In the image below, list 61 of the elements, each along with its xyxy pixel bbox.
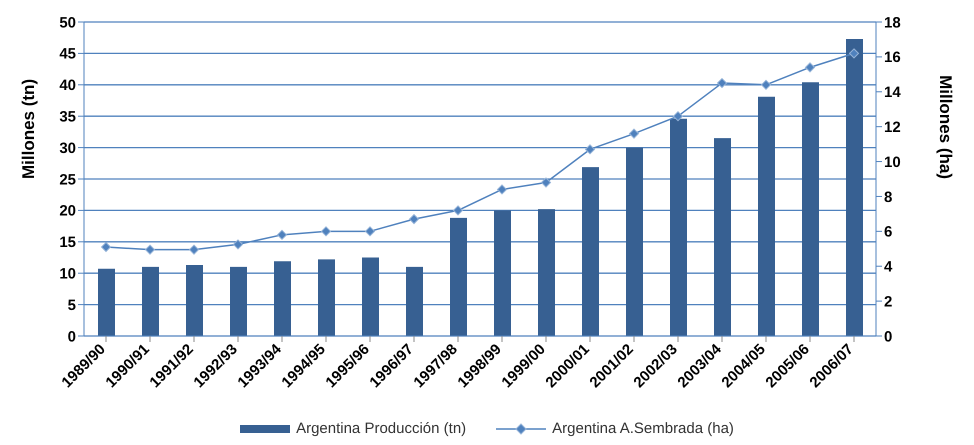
y2-tick-label: 14 (884, 84, 902, 102)
y-axis-title: Millones (tn) (19, 78, 38, 179)
bar (98, 268, 115, 336)
bar (582, 167, 599, 336)
y2-tick-label: 12 (884, 118, 901, 136)
bar (362, 258, 379, 336)
bar (758, 96, 775, 336)
legend-label: Argentina A.Sembrada (ha) (552, 420, 734, 437)
point (541, 177, 551, 188)
point (101, 242, 111, 252)
point (761, 80, 771, 90)
y2-tick-label: 6 (884, 224, 892, 241)
y-tick-label: 15 (59, 234, 76, 252)
bar (538, 209, 555, 336)
bar (626, 148, 643, 336)
point (145, 244, 155, 255)
y-tick-label: 45 (59, 46, 76, 63)
y-tick-label: 50 (59, 14, 76, 32)
point (497, 184, 507, 194)
y-tick-label: 30 (59, 140, 76, 157)
bar (714, 138, 731, 336)
y-tick-label: 0 (68, 328, 76, 346)
bar (406, 266, 423, 336)
point (365, 226, 375, 236)
y2-tick-label: 0 (884, 328, 892, 346)
bar (274, 261, 291, 336)
y-tick-label: 25 (59, 171, 76, 188)
y-tick-label: 20 (59, 202, 76, 220)
bar (494, 210, 511, 336)
bar (802, 82, 819, 336)
bar (846, 38, 863, 336)
point (717, 78, 727, 88)
point (585, 144, 595, 154)
y2-tick-label: 4 (884, 258, 893, 276)
point (805, 62, 815, 72)
y-tick-label: 35 (59, 108, 76, 126)
point (409, 214, 419, 224)
point (673, 111, 683, 122)
point (849, 48, 859, 58)
y2-tick-label: 8 (884, 188, 892, 206)
y-tick-label: 10 (59, 266, 76, 283)
legend-label: Argentina Producción (tn) (296, 420, 466, 437)
point (277, 230, 287, 240)
point (629, 128, 639, 139)
point (233, 239, 243, 250)
bar (670, 118, 687, 336)
y2-tick-label: 16 (884, 49, 901, 66)
y2-tick-label: 10 (884, 154, 901, 171)
point (321, 226, 331, 236)
y-tick-label: 40 (59, 77, 76, 94)
point (453, 205, 463, 216)
bar (318, 259, 335, 336)
bar (186, 265, 203, 336)
point (189, 244, 199, 255)
bar (230, 266, 247, 336)
bar (450, 218, 467, 336)
y2-axis-title: Millones (ha) (936, 75, 955, 179)
y2-tick-label: 2 (884, 293, 892, 310)
y2-tick-label: 18 (884, 14, 901, 32)
y-tick-label: 5 (68, 296, 76, 314)
bar (142, 266, 159, 336)
